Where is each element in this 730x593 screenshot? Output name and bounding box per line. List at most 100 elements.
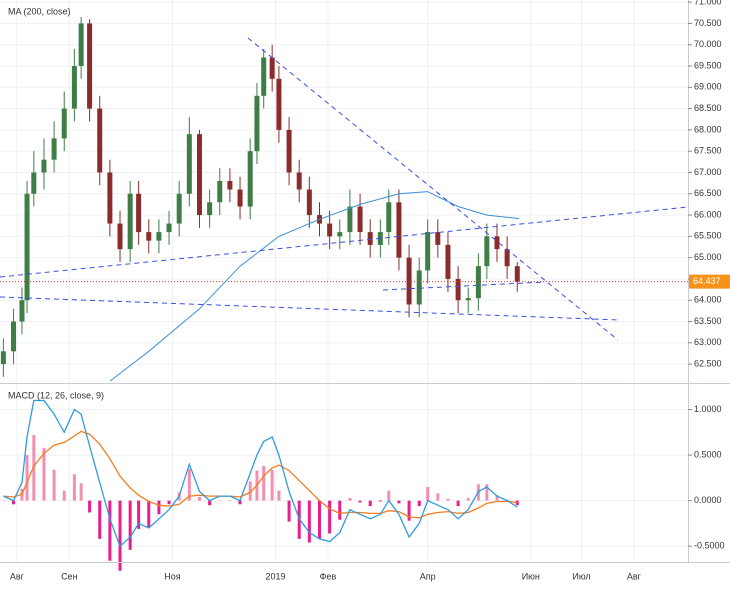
histogram-bar: [157, 500, 161, 515]
y-tick-label: 70.000: [694, 39, 722, 49]
candle-body: [107, 172, 113, 224]
y-tick-label: 1.0000: [694, 404, 722, 414]
candle-body: [97, 108, 103, 173]
y-tick-label: 64.000: [694, 295, 722, 305]
candle-body: [386, 202, 392, 233]
candle-body: [269, 57, 275, 79]
candle-body: [425, 232, 431, 271]
candle-body: [237, 189, 243, 207]
candle-body: [61, 108, 67, 139]
x-tick-label: Авг: [627, 571, 642, 581]
histogram-bar: [456, 500, 460, 507]
signal-line: [3, 430, 518, 519]
y-tick-label: 66.000: [694, 209, 722, 219]
histogram-bar: [407, 500, 411, 521]
candle-body: [357, 206, 363, 233]
candle-body: [146, 232, 152, 241]
histogram-bar: [317, 500, 321, 539]
histogram-bar: [270, 469, 274, 501]
histogram-bar: [187, 468, 191, 501]
histogram-bar: [108, 500, 112, 561]
candle-body: [196, 134, 202, 216]
histogram-bar: [277, 490, 281, 501]
last-price-box: [689, 274, 730, 289]
macd-line: [3, 399, 518, 548]
candle-body: [514, 266, 520, 282]
histogram-bar: [12, 500, 16, 505]
y-tick-label: 67.000: [694, 167, 722, 177]
histogram-bar: [197, 496, 201, 501]
candle-body: [78, 23, 84, 67]
histogram-bar: [287, 500, 291, 522]
histogram-bar: [495, 495, 499, 501]
histogram-bar: [25, 455, 29, 501]
histogram-bar: [397, 500, 401, 504]
histogram-bar: [228, 500, 232, 502]
candle-body: [416, 270, 422, 305]
candle-body: [176, 193, 182, 224]
histogram-bar: [42, 447, 46, 501]
y-tick-label: 68.000: [694, 124, 722, 134]
histogram-bar: [1, 500, 5, 502]
candle-body: [367, 232, 373, 245]
candle-body: [247, 151, 253, 207]
y-tick-label: 0.0000: [694, 495, 722, 505]
candle-body: [71, 66, 77, 109]
candle-body: [286, 129, 292, 173]
x-tick-label: 2019: [266, 571, 286, 581]
histogram-bar: [262, 466, 266, 501]
x-tick-label: Ноя: [164, 571, 181, 581]
histogram-bar: [128, 500, 132, 550]
candle-body: [11, 321, 17, 352]
candle-body: [347, 206, 353, 233]
candle-body: [475, 266, 481, 299]
trend-line: [0, 296, 621, 321]
panel-title: MACD (12, 26, close, 9): [8, 390, 104, 400]
candle-body: [19, 300, 25, 322]
candle-body: [227, 180, 233, 190]
candle-body: [396, 202, 402, 258]
y-tick-label: 65.500: [694, 231, 722, 241]
y-tick-label: 67.500: [694, 146, 722, 156]
candle-body: [484, 236, 490, 267]
candle-body: [254, 95, 260, 152]
x-tick-label: Фев: [320, 571, 337, 581]
candle-body: [435, 232, 441, 245]
histogram-bar: [147, 500, 151, 528]
candle-body: [276, 78, 282, 130]
y-tick-label: 66.500: [694, 188, 722, 198]
histogram-bar: [515, 500, 519, 506]
y-tick-label: 0.5000: [694, 449, 722, 459]
histogram-bar: [208, 500, 212, 506]
candle-body: [306, 189, 312, 216]
histogram-bar: [238, 500, 242, 505]
candle-body: [24, 193, 30, 301]
histogram-bar: [118, 500, 122, 571]
histogram-bar: [436, 493, 440, 501]
y-tick-label: 69.000: [694, 82, 722, 92]
candle-body: [87, 23, 93, 109]
histogram-bar: [338, 500, 342, 520]
histogram-bar: [358, 500, 362, 503]
histogram-bar: [79, 483, 83, 501]
y-tick-label: 62.500: [694, 358, 722, 368]
x-tick-label: Апр: [420, 571, 436, 581]
candle-body: [337, 232, 343, 237]
histogram-bar: [485, 484, 489, 501]
candle-body: [31, 172, 37, 194]
panel-title: MA (200, close): [8, 6, 71, 16]
y-tick-label: 71.000: [694, 0, 722, 7]
histogram-bar: [307, 500, 311, 543]
trend-line: [0, 206, 689, 278]
trend-lines: [0, 37, 689, 341]
x-tick-label: Июл: [572, 571, 590, 581]
x-tick-label: Авг: [10, 571, 25, 581]
histogram-bar: [88, 500, 92, 513]
marks-layer: [0, 17, 688, 571]
histogram-bar: [167, 500, 171, 505]
last-price-label: 64.437: [693, 276, 721, 286]
candle-body: [504, 249, 510, 267]
y-tick-label: 68.500: [694, 103, 722, 113]
candle-body: [296, 172, 302, 190]
